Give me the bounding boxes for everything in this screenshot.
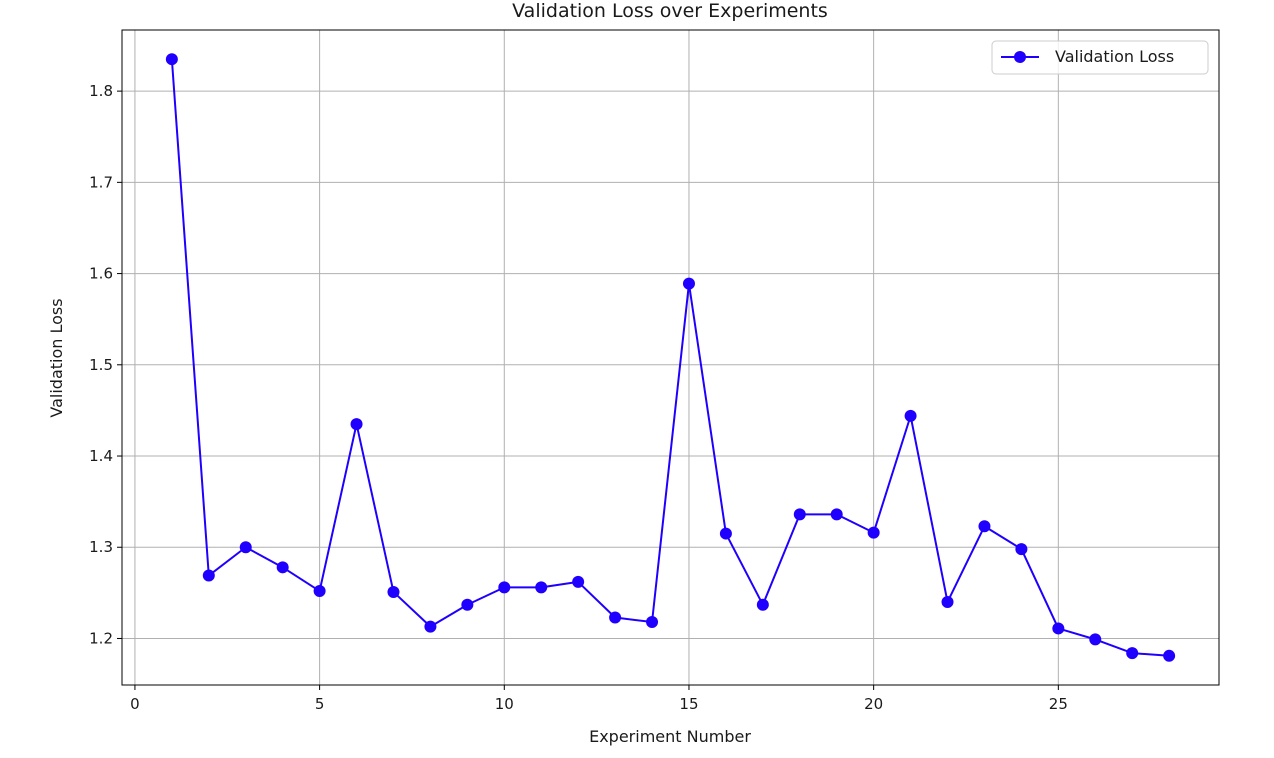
data-point <box>572 575 585 588</box>
legend-marker-swatch <box>1014 51 1026 63</box>
data-point <box>202 569 215 582</box>
plot-frame <box>121 29 1220 686</box>
data-point <box>387 585 400 598</box>
data-point <box>646 616 659 629</box>
data-point <box>1126 647 1139 660</box>
legend: Validation Loss <box>991 40 1209 75</box>
y-axis-ticks: 1.2 1.3 1.4 1.5 1.6 1.7 1.8 <box>89 82 122 647</box>
data-point <box>165 53 178 66</box>
data-point <box>867 526 880 539</box>
data-point <box>719 527 732 540</box>
data-point <box>313 585 326 598</box>
y-tick-label: 1.7 <box>89 173 113 191</box>
data-point <box>1089 633 1102 646</box>
x-tick-label: 25 <box>1049 695 1068 713</box>
legend-box <box>991 40 1209 75</box>
y-tick-label: 1.4 <box>89 447 113 465</box>
data-point <box>498 581 511 594</box>
data-point <box>424 620 437 633</box>
x-tick-label: 10 <box>495 695 514 713</box>
y-tick-label: 1.2 <box>89 629 113 647</box>
x-tick-label: 5 <box>315 695 325 713</box>
y-tick-label: 1.6 <box>89 265 113 283</box>
data-point <box>1052 622 1065 635</box>
data-point <box>461 598 474 611</box>
x-tick-label: 15 <box>679 695 698 713</box>
y-tick-label: 1.3 <box>89 538 113 556</box>
data-point <box>239 541 252 554</box>
data-point <box>941 595 954 608</box>
series-line <box>170 59 1170 657</box>
data-point <box>830 508 843 521</box>
y-tick-label: 1.8 <box>89 82 113 100</box>
data-point <box>350 418 363 431</box>
data-point <box>756 598 769 611</box>
data-point <box>1015 543 1028 556</box>
x-axis-label: Experiment Number <box>589 727 751 746</box>
chart-title: Validation Loss over Experiments <box>512 0 828 22</box>
y-axis-label: Validation Loss <box>47 298 66 417</box>
grid-lines <box>122 30 1219 685</box>
data-point <box>793 508 806 521</box>
data-point <box>609 611 622 624</box>
legend-label: Validation Loss <box>1055 47 1174 66</box>
data-point <box>978 520 991 533</box>
y-tick-label: 1.5 <box>89 356 113 374</box>
x-axis-ticks: 0 5 10 15 20 25 <box>130 685 1068 713</box>
data-point <box>276 561 289 574</box>
data-point <box>904 409 917 422</box>
x-tick-label: 20 <box>864 695 883 713</box>
data-point <box>1163 649 1176 662</box>
data-point <box>682 277 695 290</box>
series-layer <box>165 53 1176 662</box>
data-point <box>535 581 548 594</box>
x-tick-label: 0 <box>130 695 140 713</box>
